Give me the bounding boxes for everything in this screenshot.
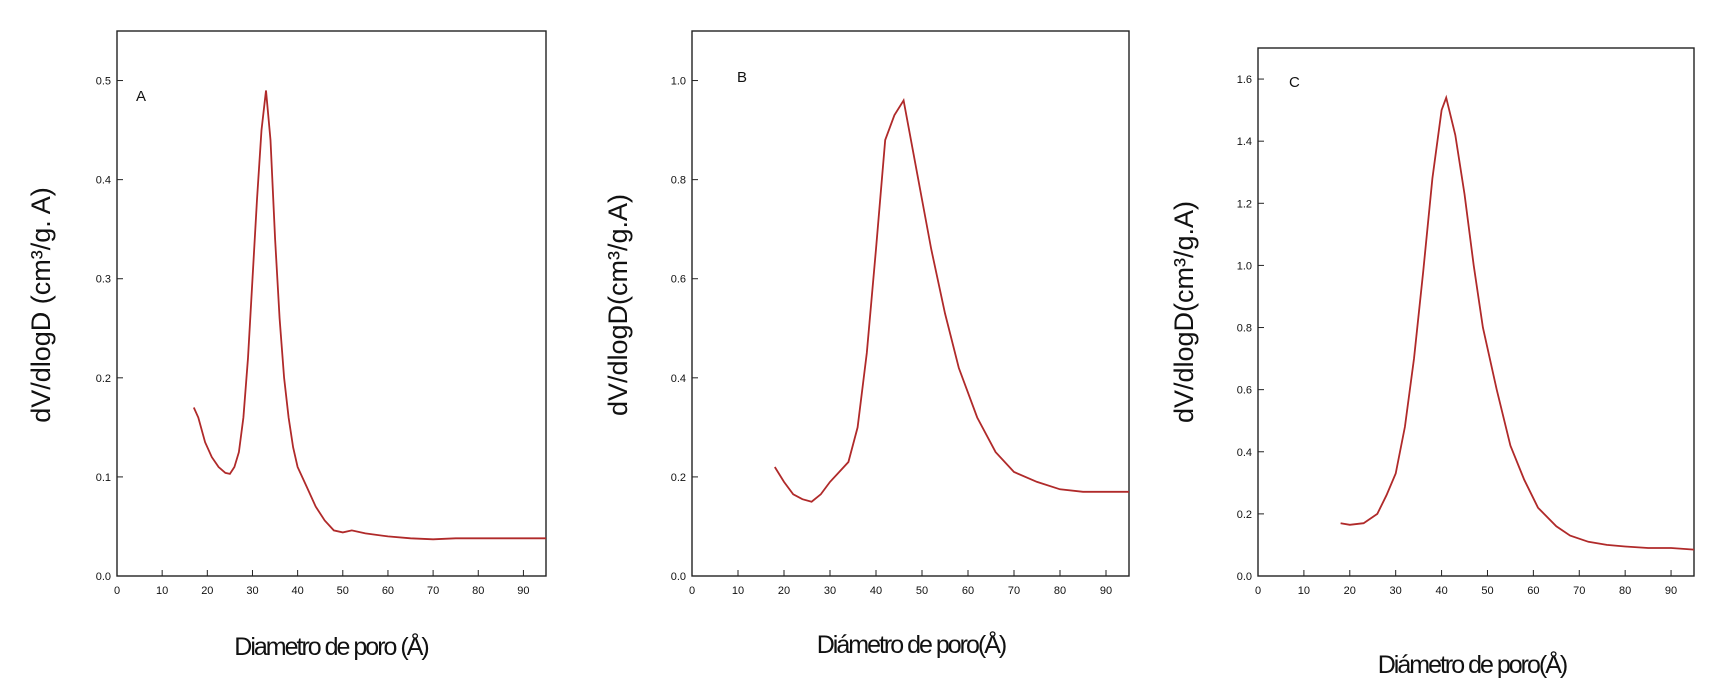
y-tick-label: 0.0 xyxy=(1237,571,1252,583)
plot-frame xyxy=(691,30,1130,577)
y-tick-label: 0.6 xyxy=(1237,385,1252,397)
y-tick-label: 0.2 xyxy=(671,472,686,484)
x-axis-title: Diámetro de poro(Å) xyxy=(1378,649,1567,679)
y-axis-title: dV/dlogD(cm³/g.A) xyxy=(603,194,633,416)
y-tick-label: 1.0 xyxy=(1237,260,1252,272)
x-tick-label: 90 xyxy=(1665,585,1677,597)
pore-size-curve xyxy=(192,90,546,541)
panel-a: 0 10 20 30 40 50 60 70 80 90 0.0 0.1 0.2 0.3 0.4 0.5 A… xyxy=(26,30,547,661)
x-tick-label: 50 xyxy=(337,585,349,597)
x-tick-label: 90 xyxy=(517,585,529,597)
x-tick-label: 30 xyxy=(1390,585,1402,597)
panel-c: 0 10 20 30 40 50 60 70 80 90 0.0 0.2 0.4 0.6 0.8 1.0 1.… xyxy=(1169,47,1695,679)
x-tick-label: 50 xyxy=(1481,585,1493,597)
y-tick-label: 1.0 xyxy=(671,76,686,88)
y-tick-label: 0.5 xyxy=(96,76,111,88)
x-tick-label: 80 xyxy=(1054,585,1066,597)
x-tick-label: 60 xyxy=(962,585,974,597)
plot-frame xyxy=(116,30,547,577)
y-tick-label: 0.8 xyxy=(1237,323,1252,335)
x-tick-label: 0 xyxy=(1255,585,1261,597)
x-tick-label: 40 xyxy=(1435,585,1447,597)
x-tick-label: 10 xyxy=(156,585,168,597)
y-tick-label: 0.3 xyxy=(96,274,111,286)
x-tick-label: 10 xyxy=(732,585,744,597)
y-tick-label: 0.8 xyxy=(671,175,686,187)
x-tick-label: 40 xyxy=(870,585,882,597)
y-tick-label: 0.0 xyxy=(671,571,686,583)
y-tick-label: 1.6 xyxy=(1237,74,1252,86)
x-axis-title: Diámetro de poro(Å) xyxy=(817,629,1006,659)
x-tick-label: 20 xyxy=(1344,585,1356,597)
x-tick-label: 60 xyxy=(382,585,394,597)
x-tick-label: 10 xyxy=(1298,585,1310,597)
y-tick-label: 0.2 xyxy=(96,373,111,385)
y-axis-ticks: 0.0 0.1 0.2 0.3 0.4 0.5 xyxy=(96,76,123,583)
x-tick-label: 0 xyxy=(114,585,120,597)
panel-b: 0 10 20 30 40 50 60 70 80 90 0.0 0.2 0.4 0.6 0.8 1.0 B… xyxy=(603,30,1130,659)
y-tick-label: 0.4 xyxy=(671,373,686,385)
x-axis-ticks: 0 10 20 30 40 50 60 70 80 90 xyxy=(114,570,530,597)
pore-size-curve xyxy=(1340,94,1695,551)
y-tick-label: 0.6 xyxy=(671,274,686,286)
y-tick-label: 0.2 xyxy=(1237,509,1252,521)
y-axis-ticks: 0.0 0.2 0.4 0.6 0.8 1.0 xyxy=(671,76,698,583)
y-tick-label: 0.1 xyxy=(96,472,111,484)
x-tick-label: 30 xyxy=(246,585,258,597)
y-axis-ticks: 0.0 0.2 0.4 0.6 0.8 1.0 1.2 1.4 1.6 xyxy=(1237,74,1264,583)
panel-label: B xyxy=(737,69,747,86)
y-tick-label: 1.4 xyxy=(1237,136,1252,148)
x-tick-label: 40 xyxy=(292,585,304,597)
x-tick-label: 70 xyxy=(1573,585,1585,597)
x-tick-label: 70 xyxy=(1008,585,1020,597)
y-tick-label: 0.4 xyxy=(96,175,111,187)
panel-label: A xyxy=(136,88,146,105)
x-tick-label: 30 xyxy=(824,585,836,597)
x-tick-label: 50 xyxy=(916,585,928,597)
x-tick-label: 0 xyxy=(689,585,695,597)
x-tick-label: 60 xyxy=(1527,585,1539,597)
y-tick-label: 1.2 xyxy=(1237,198,1252,210)
y-axis-title: dV/dlogD(cm³/g.A) xyxy=(1169,201,1199,423)
panel-label: C xyxy=(1289,74,1300,91)
y-tick-label: 0.4 xyxy=(1237,447,1252,459)
y-tick-label: 0.0 xyxy=(96,571,111,583)
x-tick-label: 20 xyxy=(201,585,213,597)
plot-frame xyxy=(1257,47,1695,577)
x-tick-label: 20 xyxy=(778,585,790,597)
x-tick-label: 80 xyxy=(1619,585,1631,597)
x-tick-label: 80 xyxy=(472,585,484,597)
x-tick-label: 90 xyxy=(1100,585,1112,597)
x-axis-ticks: 0 10 20 30 40 50 60 70 80 90 xyxy=(689,570,1112,597)
x-axis-title: Diametro de poro (Å) xyxy=(234,631,428,661)
y-axis-title: dV/dlogD (cm³/g. A) xyxy=(26,187,56,423)
x-tick-label: 70 xyxy=(427,585,439,597)
x-axis-ticks: 0 10 20 30 40 50 60 70 80 90 xyxy=(1255,570,1677,597)
pore-size-curve xyxy=(774,97,1129,503)
